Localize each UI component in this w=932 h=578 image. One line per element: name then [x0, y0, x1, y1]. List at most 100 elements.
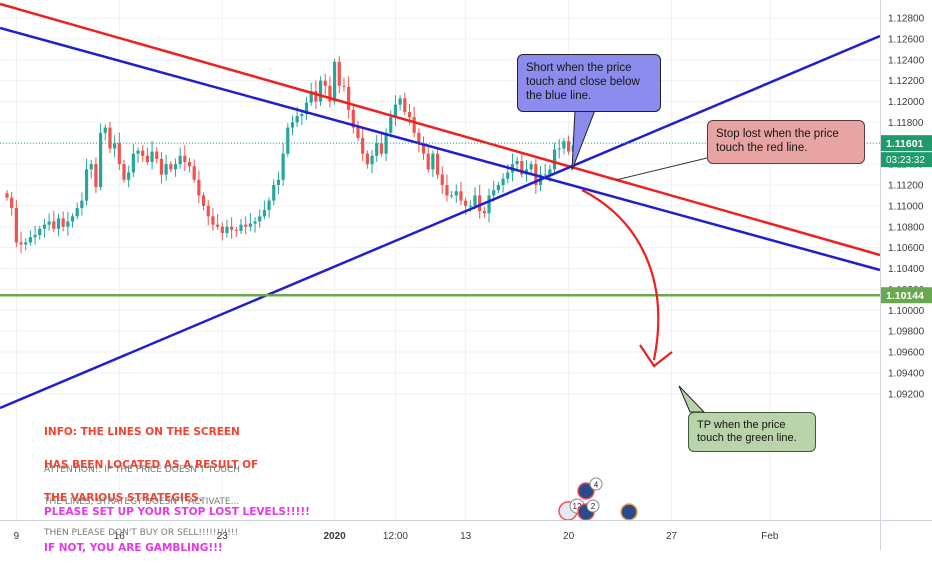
- candle-body: [24, 242, 27, 244]
- candle-body: [5, 193, 8, 197]
- candle-body: [408, 112, 411, 117]
- x-tick-label: 9: [14, 531, 20, 542]
- x-tick-label: 12:00: [383, 531, 408, 542]
- candle-body: [455, 191, 458, 195]
- candle-body: [342, 86, 345, 87]
- candle-body: [141, 151, 144, 156]
- candle-body: [562, 141, 565, 148]
- candle-body: [80, 201, 83, 208]
- candle-body: [361, 138, 364, 154]
- short-note: Short when the price touch and close bel…: [517, 54, 661, 112]
- info-line: INFO: THE LINES ON THE SCREEN: [44, 427, 258, 438]
- candle-body: [136, 151, 139, 154]
- candle-body: [530, 164, 533, 169]
- candle-body: [366, 154, 369, 164]
- candle-body: [76, 208, 79, 216]
- candle-body: [104, 128, 107, 133]
- attention-line: ATTENTION!: IF THE PRICE DOESN'T TOUCH: [44, 465, 240, 476]
- y-tick-label: 1.12800: [888, 14, 925, 25]
- candle-body: [441, 175, 444, 185]
- candle-body: [483, 211, 486, 213]
- candle-body: [71, 216, 74, 221]
- candle-body: [469, 206, 472, 207]
- y-tick-label: 1.09200: [888, 389, 925, 400]
- y-tick-label: 1.11000: [888, 201, 924, 212]
- candle-body: [57, 218, 60, 228]
- candle-body: [165, 164, 168, 174]
- candle-body: [169, 164, 172, 169]
- candle-body: [94, 164, 97, 187]
- candle-body: [193, 166, 196, 180]
- candle-body: [427, 154, 430, 170]
- candle-body: [399, 98, 402, 104]
- candle-body: [85, 169, 88, 200]
- candle-body: [286, 128, 289, 154]
- candle-body: [333, 62, 336, 102]
- candle-body: [52, 222, 55, 229]
- candle-body: [347, 87, 350, 110]
- candle-body: [108, 128, 111, 149]
- candle-body: [558, 148, 561, 149]
- candle-body: [43, 225, 46, 229]
- candle-body: [225, 227, 228, 233]
- candle-body: [174, 164, 177, 169]
- candle-body: [282, 154, 285, 180]
- candle-body: [272, 185, 275, 201]
- candle-body: [90, 164, 93, 169]
- x-tick-label: 2020: [323, 531, 346, 542]
- short-note-text: Short when the price touch and close bel…: [526, 62, 640, 102]
- stop-note-text: Stop lost when the price touch the red l…: [716, 128, 839, 154]
- candle-body: [291, 122, 294, 127]
- y-tick-label: 1.09600: [888, 348, 925, 359]
- candle-body: [202, 195, 205, 205]
- candle-body: [375, 143, 378, 156]
- y-tick-label: 1.10800: [888, 222, 925, 233]
- y-tick-label: 1.10000: [888, 306, 925, 317]
- candle-body: [48, 222, 51, 225]
- candle-body: [62, 218, 65, 226]
- y-tick-label: 1.10400: [888, 264, 925, 275]
- candle-body: [296, 116, 299, 122]
- candle-body: [267, 201, 270, 210]
- candle-body: [207, 206, 210, 216]
- candle-body: [338, 62, 341, 86]
- candle-body: [258, 216, 261, 221]
- candle-body: [216, 225, 219, 227]
- candle-body: [155, 152, 158, 159]
- warning-line: PLEASE SET UP YOUR STOP LOST LEVELS!!!!!: [44, 506, 310, 518]
- tp-note-text: TP when the price touch the green line.: [697, 419, 797, 444]
- candle-body: [197, 180, 200, 196]
- candle-body: [380, 143, 383, 153]
- y-tick-label: 1.12200: [888, 76, 925, 87]
- tp-price-label: 1.10144: [886, 290, 924, 302]
- warning-line: IF NOT, YOU ARE GAMBLING!!!: [44, 542, 310, 554]
- y-tick-label: 1.12000: [888, 97, 925, 108]
- candle-body: [221, 227, 224, 233]
- candle-body: [403, 98, 406, 112]
- candle-body: [249, 224, 252, 227]
- candle-body: [497, 185, 500, 190]
- candle-body: [160, 159, 163, 175]
- candle-body: [436, 154, 439, 175]
- candle-body: [230, 227, 233, 230]
- candle-body: [450, 195, 453, 196]
- warning-text: PLEASE SET UP YOUR STOP LOST LEVELS!!!!!…: [44, 482, 310, 578]
- candle-body: [146, 156, 149, 162]
- candle-body: [99, 133, 102, 187]
- candle-body: [464, 201, 467, 206]
- x-tick-label: 13: [460, 531, 472, 542]
- y-tick-label: 1.11800: [888, 118, 924, 129]
- y-tick-label: 1.12400: [888, 55, 925, 66]
- candle-body: [150, 152, 153, 162]
- candle-body: [113, 143, 116, 148]
- candle-body: [544, 175, 547, 176]
- candle-body: [38, 229, 41, 235]
- candle-body: [492, 190, 495, 195]
- event-badge-eu-3: [621, 504, 637, 520]
- candle-body: [33, 235, 36, 237]
- y-tick-label: 1.12600: [888, 34, 925, 45]
- candle-body: [478, 195, 481, 211]
- candle-body: [10, 198, 13, 208]
- y-tick-label: 1.10600: [888, 243, 925, 254]
